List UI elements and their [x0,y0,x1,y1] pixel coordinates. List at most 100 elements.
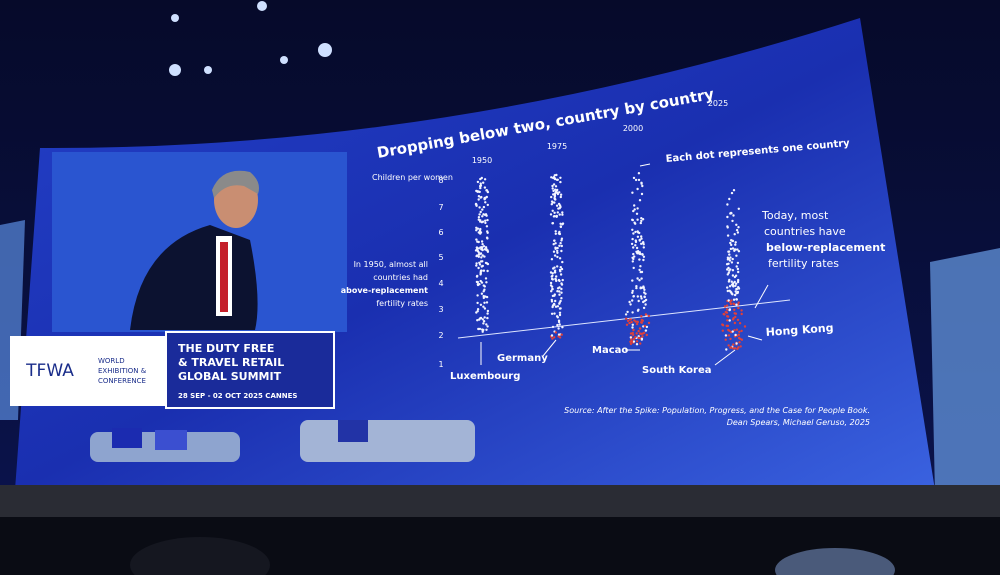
dot [485,328,488,331]
dot [635,340,639,343]
dot [558,323,561,326]
dot [636,235,640,238]
dot [554,185,558,188]
dot [560,287,563,291]
dot [556,323,559,327]
dot [721,329,724,332]
dot [636,295,639,298]
dot [555,275,558,278]
dot [727,334,731,337]
dot [635,285,638,288]
dot [735,287,738,291]
dot [632,328,635,332]
dot [734,243,737,246]
dot [486,190,490,194]
year-label: 1975 [547,142,567,151]
dot [734,333,737,337]
dot [550,312,554,315]
dot [633,204,636,207]
dot [642,306,646,310]
dot [549,281,553,285]
dot [554,242,557,245]
dot [481,264,484,268]
dot [737,301,740,304]
dot [636,277,639,280]
dot [731,219,734,223]
dot [735,303,738,306]
dot [558,204,562,207]
dot [557,232,561,235]
dot [555,279,558,283]
dot [559,176,562,179]
dot [553,239,556,242]
dot [729,268,732,271]
country-label: South Korea [642,365,711,376]
dot [476,190,479,193]
dot [642,255,646,258]
dot [734,241,737,244]
year-label: 1950 [472,156,492,165]
dot [632,333,635,336]
dot [725,304,729,307]
dot [726,315,729,318]
dot [638,258,641,261]
dot [735,228,739,232]
dot [552,183,556,186]
dot [634,244,637,247]
dot [552,243,555,246]
dot [736,248,739,251]
dot [552,176,555,180]
stage-lights [169,1,332,76]
dot [558,336,562,339]
dot [640,237,643,240]
dot [647,321,651,325]
dot [480,240,484,243]
source: Source: After the Spike: Population, Pro… [564,406,870,415]
dot [481,248,484,252]
dot [553,312,556,315]
dot [560,267,564,271]
dot [477,231,480,234]
stage-edge [0,485,1000,517]
dot [559,273,563,276]
dot [738,341,741,344]
dot [726,256,730,259]
dot [638,268,641,272]
dot [639,265,642,268]
dot [486,250,490,253]
dot [475,311,478,314]
dot [636,320,639,323]
dot [558,313,562,317]
dot [625,323,629,326]
dot [734,284,737,287]
speaker [130,170,259,330]
dot [481,220,485,223]
dot [638,199,642,202]
source: Dean Spears, Michael Geruso, 2025 [727,418,870,427]
dot [737,207,740,210]
summit-box [165,331,335,409]
dot [559,180,562,184]
dot [636,250,639,254]
dot [630,340,634,343]
dot [732,298,736,301]
dot [641,335,644,338]
dot [478,206,481,209]
dot-strips [474,172,747,351]
dot [556,249,559,253]
dot [626,319,630,323]
dot [642,246,645,249]
left-note: fertility rates [376,299,428,308]
dot [645,325,649,329]
dot [479,303,483,306]
dot [736,280,740,284]
dot [549,213,553,216]
dot [631,323,634,326]
dot [639,342,642,345]
dot [726,319,729,322]
dot [736,347,739,351]
dot [638,251,641,254]
dot [739,345,742,348]
country-label: Macao [592,345,628,356]
event-type: EXHIBITION & [98,367,147,375]
